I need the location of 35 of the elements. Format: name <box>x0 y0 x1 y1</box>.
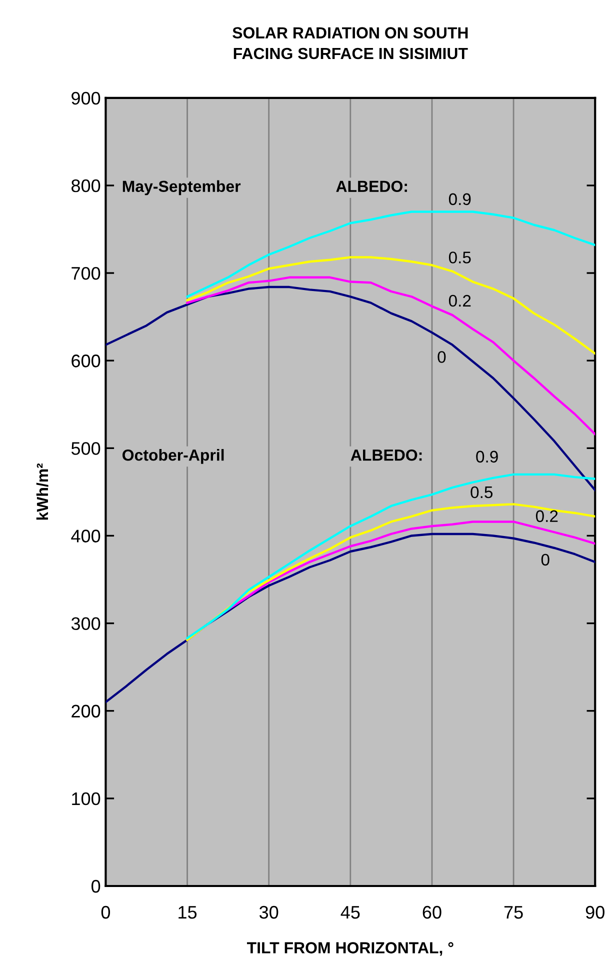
annotation: October-April <box>122 449 224 464</box>
x-tick-label: 90 <box>586 906 604 919</box>
y-tick-label: 200 <box>72 704 100 718</box>
chart-title: SOLAR RADIATION ON SOUTH FACING SURFACE IN SISIMIUT <box>232 27 468 60</box>
line-series <box>186 473 596 640</box>
line-series <box>106 532 596 704</box>
y-tick-label: 100 <box>72 792 100 806</box>
series-label: 0.5 <box>470 486 493 498</box>
x-tick-label: 75 <box>504 906 523 919</box>
x-axis-title: TILT FROM HORIZONTAL, ° <box>246 942 454 956</box>
x-tick-label: 45 <box>340 906 360 919</box>
x-tick-label: 60 <box>422 906 442 919</box>
y-tick-label: 0 <box>92 880 100 893</box>
y-axis-title: kWh/m² <box>36 463 48 520</box>
y-tick-label: 400 <box>71 530 100 542</box>
annotation: May-September <box>122 180 241 196</box>
y-tick-label: 300 <box>71 617 100 630</box>
annotation: ALBEDO: <box>336 180 407 192</box>
y-tick-label: 500 <box>71 442 100 455</box>
y-tick-label: 900 <box>72 92 100 105</box>
x-tick-label: 15 <box>178 906 197 919</box>
y-tick-label: 800 <box>72 179 100 192</box>
x-tick-label: 0 <box>101 906 110 919</box>
y-tick-label: 700 <box>72 266 100 280</box>
series-label: 0.5 <box>448 252 471 264</box>
y-tick-label: 600 <box>72 354 100 368</box>
series-label: 0.9 <box>448 193 471 206</box>
series-label: 0.2 <box>448 294 471 307</box>
line-series <box>186 276 596 436</box>
series-label: 0.2 <box>536 510 558 522</box>
series-label: 0 <box>438 351 446 363</box>
annotation: ALBEDO: <box>350 449 422 461</box>
series-label: 0.9 <box>476 450 498 463</box>
series-label: 0 <box>541 554 550 566</box>
x-tick-label: 30 <box>259 906 278 919</box>
